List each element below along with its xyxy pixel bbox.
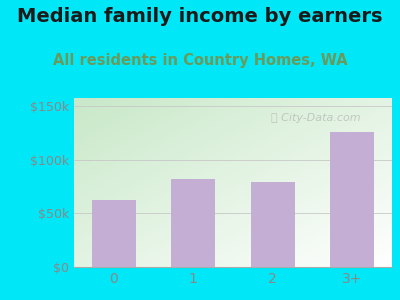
Bar: [330, 132, 374, 267]
Bar: [171, 179, 215, 267]
Bar: [251, 182, 295, 267]
Bar: [92, 200, 136, 267]
Text: Median family income by earners: Median family income by earners: [17, 8, 383, 26]
Text: ⓘ City-Data.com: ⓘ City-Data.com: [271, 113, 361, 123]
Text: All residents in Country Homes, WA: All residents in Country Homes, WA: [53, 52, 347, 68]
